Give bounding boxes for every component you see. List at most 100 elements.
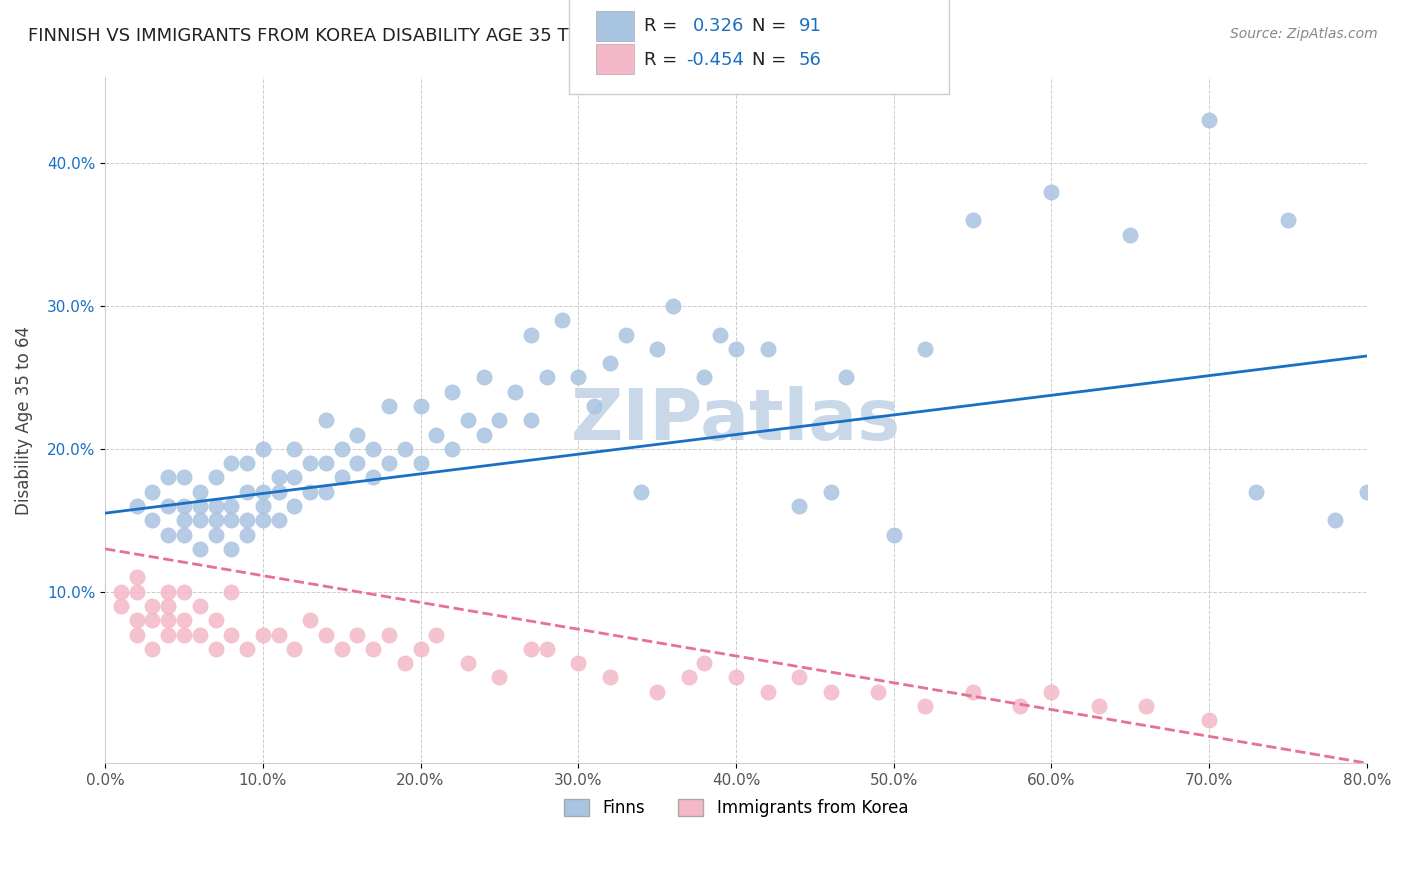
Point (599, 670, 621, 684)
Point (361, 442, 384, 456)
Text: 91: 91 (799, 17, 821, 35)
Point (409, 399, 432, 413)
Point (252, 499, 274, 513)
Point (378, 456, 401, 470)
Point (787, 670, 810, 684)
Point (173, 470, 195, 484)
Point (330, 641, 353, 656)
Point (361, 470, 384, 484)
Point (1040, 185, 1063, 199)
Point (724, 342, 747, 356)
Text: ZIPatlas: ZIPatlas (571, 385, 901, 455)
Text: FINNISH VS IMMIGRANTS FROM KOREA DISABILITY AGE 35 TO 64 CORRELATION CHART: FINNISH VS IMMIGRANTS FROM KOREA DISABIL… (28, 27, 813, 45)
Point (267, 627, 290, 641)
Point (141, 484, 163, 499)
Point (472, 427, 495, 442)
Point (252, 513, 274, 527)
Point (614, 327, 637, 342)
Point (1246, 484, 1268, 499)
Point (378, 627, 401, 641)
Point (693, 370, 716, 384)
Point (1135, 698, 1157, 713)
Point (283, 499, 305, 513)
Point (724, 670, 747, 684)
Point (219, 627, 242, 641)
Point (141, 513, 163, 527)
Point (866, 684, 889, 698)
Point (378, 399, 401, 413)
Point (582, 399, 605, 413)
Point (315, 456, 337, 470)
Point (1198, 713, 1220, 727)
Point (409, 641, 432, 656)
Point (346, 627, 368, 641)
Point (315, 627, 337, 641)
Point (962, 213, 984, 227)
Point (1324, 513, 1347, 527)
Point (125, 570, 148, 584)
Legend: Finns, Immigrants from Korea: Finns, Immigrants from Korea (557, 792, 915, 823)
Point (157, 627, 180, 641)
Point (346, 456, 368, 470)
Point (756, 342, 779, 356)
Point (883, 527, 905, 541)
Point (283, 641, 305, 656)
Point (1087, 698, 1109, 713)
Point (678, 670, 700, 684)
Point (820, 684, 842, 698)
Point (219, 456, 242, 470)
Point (125, 613, 148, 627)
Point (567, 370, 589, 384)
Point (299, 613, 322, 627)
Text: 56: 56 (799, 51, 821, 69)
Point (188, 627, 211, 641)
Point (252, 484, 274, 499)
Point (315, 413, 337, 427)
Point (962, 684, 984, 698)
Point (219, 513, 242, 527)
Point (173, 613, 195, 627)
Point (141, 599, 163, 613)
Point (204, 513, 226, 527)
Point (520, 641, 543, 656)
Point (157, 613, 180, 627)
Text: 0.326: 0.326 (693, 17, 745, 35)
Point (283, 470, 305, 484)
Point (835, 370, 858, 384)
Text: R =: R = (644, 51, 678, 69)
Point (536, 370, 558, 384)
Point (236, 641, 259, 656)
Point (457, 413, 479, 427)
Point (520, 413, 543, 427)
Point (520, 327, 543, 342)
Point (157, 499, 180, 513)
Point (488, 413, 510, 427)
Point (488, 670, 510, 684)
Point (330, 470, 353, 484)
Point (330, 442, 353, 456)
Point (188, 484, 211, 499)
Point (236, 527, 259, 541)
Point (204, 527, 226, 541)
Point (188, 499, 211, 513)
Point (219, 499, 242, 513)
Point (236, 484, 259, 499)
Point (472, 370, 495, 384)
Point (236, 456, 259, 470)
Point (157, 470, 180, 484)
Point (787, 499, 810, 513)
Point (236, 513, 259, 527)
Point (1040, 684, 1063, 698)
Y-axis label: Disability Age 35 to 64: Disability Age 35 to 64 (15, 326, 32, 515)
Point (551, 313, 574, 327)
Point (252, 442, 274, 456)
Text: -0.454: -0.454 (686, 51, 744, 69)
Point (709, 327, 731, 342)
Point (125, 584, 148, 599)
Text: R =: R = (644, 17, 678, 35)
Point (536, 641, 558, 656)
Point (315, 484, 337, 499)
Point (283, 442, 305, 456)
Point (204, 499, 226, 513)
Point (394, 442, 416, 456)
